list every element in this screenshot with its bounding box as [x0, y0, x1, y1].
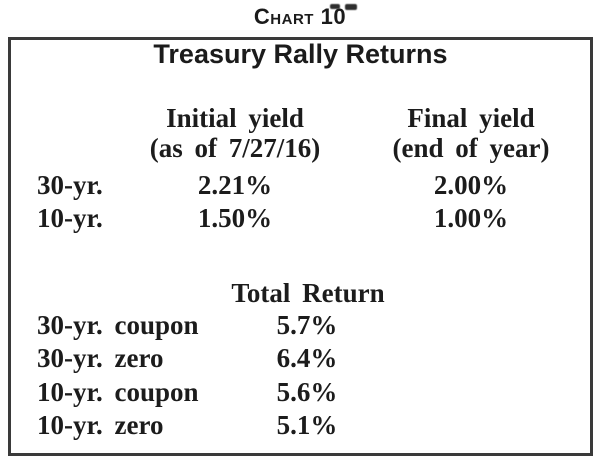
- total-return-header: Total Return: [231, 278, 385, 308]
- panel-content: Treasury Rally Returns Initial yield (as…: [11, 40, 590, 453]
- total-return-row-label: 30-yr. coupon: [37, 310, 199, 340]
- total-return-row-value: 5.1%: [276, 410, 338, 440]
- initial-yield-header-line1: Initial yield: [166, 103, 304, 133]
- total-return-row-label: 10-yr. coupon: [37, 377, 199, 407]
- yield-row-initial-value: 2.21%: [197, 170, 273, 200]
- total-return-row-value: 5.7%: [276, 310, 338, 340]
- yield-row-label: 30-yr.: [37, 170, 103, 200]
- yield-row-label: 10-yr.: [37, 203, 103, 233]
- total-return-row-label: 30-yr. zero: [37, 343, 164, 373]
- cropped-print-artifact: [330, 4, 340, 9]
- panel-title: Treasury Rally Returns: [153, 39, 448, 69]
- yield-row-initial-value: 1.50%: [197, 203, 273, 233]
- yield-row-final-value: 2.00%: [433, 170, 509, 200]
- total-return-row-value: 5.6%: [276, 377, 338, 407]
- initial-yield-header-line2: (as of 7/27/16): [149, 133, 321, 163]
- chart-number-caption: Chart 10: [253, 4, 347, 29]
- yield-row-final-value: 1.00%: [433, 203, 509, 233]
- total-return-row-value: 6.4%: [276, 343, 338, 373]
- total-return-row-label: 10-yr. zero: [37, 410, 164, 440]
- final-yield-header-line1: Final yield: [407, 103, 535, 133]
- final-yield-header-line2: (end of year): [392, 133, 550, 163]
- cropped-print-artifact: [345, 4, 357, 10]
- treasury-rally-returns-panel: Treasury Rally Returns Initial yield (as…: [8, 37, 593, 456]
